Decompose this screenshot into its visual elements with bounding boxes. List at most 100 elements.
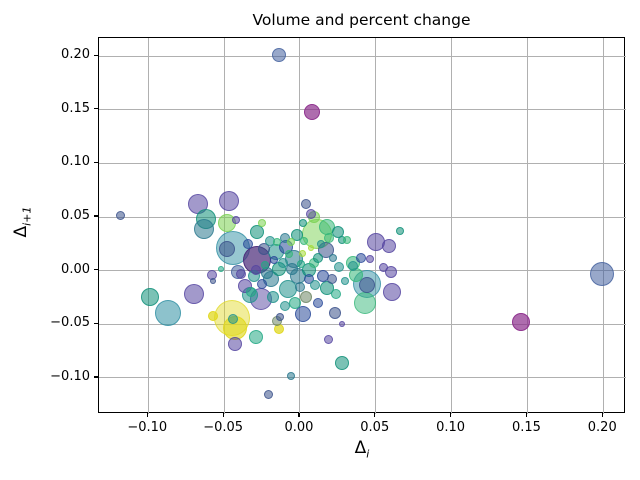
scatter-point xyxy=(294,281,305,292)
scatter-point xyxy=(286,371,295,380)
scatter-point xyxy=(258,219,267,228)
x-gridline xyxy=(602,38,604,414)
x-gridline xyxy=(526,38,528,414)
scatter-point xyxy=(313,252,324,263)
scatter-point xyxy=(323,233,334,244)
scatter-point xyxy=(286,262,299,275)
scatter-point xyxy=(250,225,265,240)
y-gridline xyxy=(99,162,626,164)
y-axis-label-sub: i+1 xyxy=(20,206,34,226)
scatter-point xyxy=(317,239,326,248)
scatter-point xyxy=(243,238,254,249)
x-axis-label-sub: i xyxy=(366,447,370,461)
scatter-point xyxy=(396,226,405,235)
y-tick-label: 0.00 xyxy=(61,261,90,277)
scatter-point xyxy=(266,291,279,304)
x-tickmark xyxy=(222,413,224,417)
scatter-point xyxy=(335,355,350,370)
y-tick-label: 0.10 xyxy=(61,154,90,170)
scatter-point xyxy=(276,312,285,321)
scatter-point xyxy=(232,216,241,225)
y-axis-label-base: Δ xyxy=(11,225,31,238)
y-tickmark xyxy=(94,376,98,378)
scatter-point xyxy=(331,226,344,239)
scatter-point xyxy=(307,245,314,252)
scatter-point xyxy=(218,190,239,211)
scatter-point xyxy=(218,265,225,272)
scatter-point xyxy=(271,48,286,63)
x-tick-label: −0.05 xyxy=(203,420,244,435)
scatter-point xyxy=(348,261,359,272)
scatter-point xyxy=(210,278,217,285)
x-tick-label: 0.00 xyxy=(284,420,314,435)
y-tick-label: −0.05 xyxy=(50,315,90,331)
scatter-point xyxy=(286,237,295,246)
scatter-point xyxy=(208,310,219,321)
scatter-point xyxy=(297,260,306,269)
scatter-point xyxy=(354,291,377,314)
scatter-point xyxy=(383,283,402,302)
scatter-point xyxy=(227,336,242,351)
scatter-point xyxy=(263,389,273,399)
scatter-point xyxy=(261,261,270,270)
scatter-point xyxy=(228,313,239,324)
y-tick-label: −0.10 xyxy=(50,368,90,384)
scatter-point xyxy=(257,278,268,289)
scatter-point xyxy=(384,265,397,278)
scatter-point xyxy=(329,253,338,262)
x-gridline xyxy=(375,38,377,414)
y-gridline xyxy=(99,216,626,218)
x-gridline xyxy=(147,38,149,414)
scatter-point xyxy=(324,334,334,344)
scatter-point xyxy=(334,262,345,273)
x-tickmark xyxy=(601,413,603,417)
scatter-point xyxy=(219,241,236,258)
y-tick-label: 0.20 xyxy=(61,47,90,63)
y-gridline xyxy=(99,377,626,379)
x-tick-label: 0.05 xyxy=(360,420,390,435)
scatter-point xyxy=(155,299,181,326)
scatter-point xyxy=(140,288,159,307)
scatter-point xyxy=(250,264,261,275)
scatter-point xyxy=(294,305,311,322)
x-tickmark xyxy=(298,413,300,417)
scatter-point xyxy=(305,208,316,219)
x-gridline xyxy=(451,38,453,414)
scatter-point xyxy=(355,252,366,263)
scatter-point xyxy=(194,218,215,239)
scatter-point xyxy=(304,103,321,120)
scatter-point xyxy=(301,199,311,210)
scatter-point xyxy=(246,287,257,298)
scatter-point xyxy=(313,297,324,308)
scatter-point xyxy=(300,236,309,245)
scatter-point xyxy=(339,321,346,328)
y-axis-label: Δi+1 xyxy=(11,172,35,272)
x-tickmark xyxy=(146,413,148,417)
scatter-point xyxy=(304,274,315,285)
scatter-point xyxy=(358,276,375,293)
x-tickmark xyxy=(374,413,376,417)
scatter-point xyxy=(512,313,531,332)
x-tick-label: 0.20 xyxy=(587,420,617,435)
y-tickmark xyxy=(94,108,98,110)
plot-area xyxy=(98,37,626,414)
y-tick-label: 0.05 xyxy=(61,208,90,224)
y-gridline xyxy=(99,55,626,57)
x-tick-label: −0.10 xyxy=(127,420,168,435)
scatter-point xyxy=(116,211,126,221)
y-tickmark xyxy=(94,54,98,56)
scatter-point xyxy=(331,289,342,300)
chart-title: Volume and percent change xyxy=(252,11,471,29)
scatter-point xyxy=(257,243,270,256)
x-tickmark xyxy=(525,413,527,417)
y-gridline xyxy=(99,109,626,111)
scatter-point xyxy=(235,268,246,279)
x-tickmark xyxy=(449,413,452,417)
scatter-point xyxy=(279,301,290,312)
y-tickmark xyxy=(94,269,98,271)
x-axis-label-base: Δ xyxy=(354,438,367,458)
scatter-point xyxy=(341,277,350,286)
scatter-point xyxy=(298,219,307,228)
scatter-point xyxy=(328,306,341,319)
